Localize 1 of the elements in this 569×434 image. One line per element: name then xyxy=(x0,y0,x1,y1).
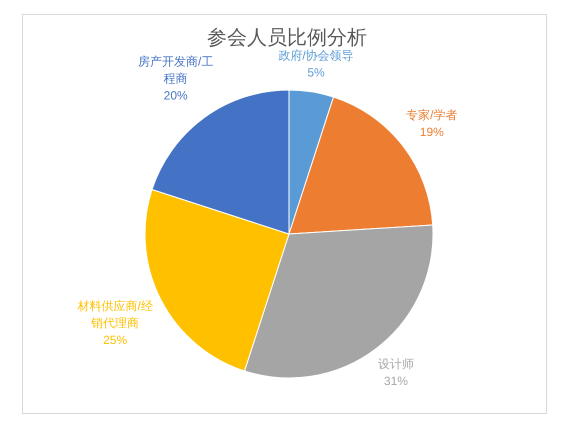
title: 参会人员比例分析 xyxy=(207,27,367,49)
